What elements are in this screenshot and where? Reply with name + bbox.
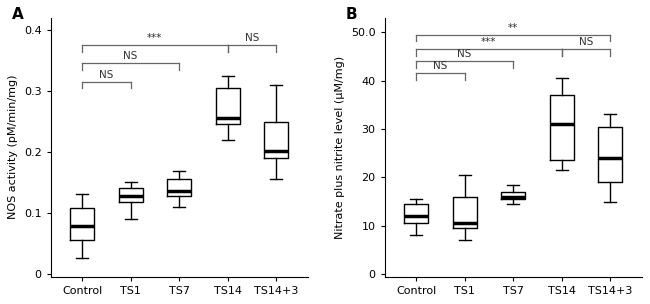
- Text: NS: NS: [578, 37, 593, 47]
- Text: NS: NS: [458, 49, 472, 59]
- Text: **: **: [508, 22, 518, 33]
- Text: NS: NS: [244, 33, 259, 43]
- Y-axis label: Nitrate plus nitrite level (μM/mg): Nitrate plus nitrite level (μM/mg): [335, 56, 345, 239]
- Text: NS: NS: [124, 51, 138, 61]
- Text: ***: ***: [148, 33, 162, 43]
- Text: A: A: [12, 7, 24, 22]
- Y-axis label: NOS activity (pM/min/mg): NOS activity (pM/min/mg): [8, 75, 18, 219]
- Text: NS: NS: [434, 61, 448, 71]
- Text: NS: NS: [99, 70, 114, 80]
- Text: ***: ***: [481, 37, 497, 47]
- Text: B: B: [346, 7, 358, 22]
